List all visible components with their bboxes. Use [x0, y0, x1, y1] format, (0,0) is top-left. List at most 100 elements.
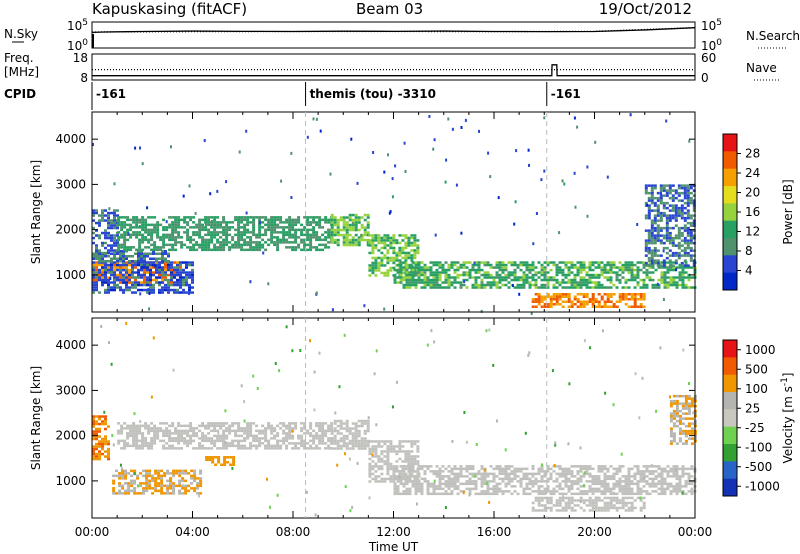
power-cell-7	[525, 273, 529, 277]
power-cell-2	[155, 252, 158, 255]
velocity-cell-7	[564, 506, 568, 510]
power-cell-6	[395, 256, 399, 260]
power-cell-4	[204, 238, 208, 242]
power-cell-6	[371, 249, 375, 252]
power-cell-4	[117, 216, 121, 219]
power-cell-4	[195, 241, 199, 244]
power-cell-5	[366, 243, 370, 247]
velocity-cell-3	[147, 429, 151, 433]
power-cell-7	[636, 283, 640, 287]
power-cell-4	[327, 218, 331, 222]
power-cell-6	[404, 266, 408, 270]
velocity-cell-5	[368, 447, 372, 451]
velocity-cell-3	[246, 434, 250, 438]
velocity-cell-6	[531, 467, 535, 471]
power-cell-6	[416, 239, 420, 242]
velocity-cell-6	[651, 477, 655, 481]
power-cell-0	[125, 266, 128, 269]
power-cell-5	[366, 241, 370, 244]
velocity-cell-0	[95, 442, 98, 446]
power-cell-4	[297, 243, 301, 247]
power-cell-4	[306, 228, 310, 232]
velocity-cell-3	[117, 422, 121, 425]
velocity-cell-3	[300, 437, 304, 440]
velocity-cell-4	[357, 447, 361, 450]
power-cell-7	[588, 286, 592, 289]
velocity-cell-3	[132, 439, 136, 443]
power-cell-6	[389, 236, 393, 240]
power-cell-4	[252, 226, 256, 229]
power-cell-7	[474, 271, 478, 274]
power-cell-4	[264, 216, 268, 219]
power-cell-6	[413, 241, 417, 245]
velocity-cell-3	[213, 422, 217, 425]
power-cell-4	[144, 223, 148, 227]
velocity-cell-1	[148, 469, 152, 473]
power-cell-7	[543, 278, 547, 282]
power-cell-8	[624, 295, 628, 298]
velocity-cell-6	[453, 480, 457, 483]
power-cell-4	[225, 228, 229, 232]
velocity-cell-6	[678, 490, 682, 493]
power-cell-7	[681, 283, 685, 287]
velocity-cell-3	[300, 439, 304, 443]
power-cell-9	[668, 204, 672, 207]
power-cell-4	[303, 246, 307, 249]
power-cell-4	[282, 233, 286, 237]
velocity-cell-6	[618, 482, 622, 486]
power-cell-7	[540, 286, 544, 289]
velocity-cell-6	[678, 477, 682, 481]
velocity-cell-3	[282, 422, 286, 425]
power-cell-7	[636, 261, 640, 264]
power-cell-1	[128, 278, 131, 282]
velocity-cell-6	[522, 490, 526, 493]
power-cell-4	[141, 248, 145, 252]
velocity-cell-6	[402, 492, 406, 496]
velocity-cell-6	[456, 492, 460, 496]
power-cell-7	[483, 276, 487, 279]
velocity-cell-6	[453, 467, 457, 471]
velocity-cell-1	[115, 492, 119, 495]
power-sparse-cell	[455, 183, 458, 187]
power-cell-9	[644, 254, 648, 257]
power-cell-5	[354, 221, 358, 224]
power-cell-4	[219, 221, 223, 224]
velocity-cell-6	[444, 492, 448, 496]
velocity-cell-3	[138, 432, 142, 435]
velocity-cell-6	[402, 465, 406, 468]
power-cell-9	[674, 244, 678, 247]
power-sparse-cell	[391, 195, 394, 199]
velocity-cell-6	[414, 485, 418, 488]
velocity-cell-1	[118, 474, 122, 478]
velocity-cell-1	[139, 472, 143, 475]
power-cell-7	[405, 283, 409, 287]
power-cell-4	[189, 246, 193, 249]
power-cell-7	[624, 266, 628, 269]
power-cell-2	[161, 255, 164, 258]
velocity-cell-6	[525, 472, 529, 476]
velocity-cell-4	[366, 439, 370, 443]
velocity-cell-3	[300, 444, 304, 448]
velocity-cell-3	[288, 427, 292, 430]
power-cell-6	[386, 249, 390, 252]
power-cell-4	[327, 233, 331, 237]
velocity-cell-3	[174, 432, 178, 435]
power-cell-4	[246, 236, 250, 239]
velocity-cell-7	[540, 504, 544, 507]
power-cell-8	[576, 300, 580, 303]
power-sparse-cell	[586, 214, 589, 218]
power-cell-7	[435, 273, 439, 277]
velocity-cell-3	[312, 437, 316, 440]
power-cell-4	[237, 228, 241, 232]
power-cell-4	[141, 238, 145, 242]
velocity-cell-6	[642, 465, 646, 468]
velocity-cell-6	[516, 492, 520, 496]
velocity-cell-5	[410, 445, 414, 448]
power-cell-4	[222, 238, 226, 242]
power-cell-7	[435, 276, 439, 279]
power-cell-7	[429, 281, 433, 284]
power-cell-3	[104, 236, 107, 240]
power-cell-2	[95, 255, 98, 258]
velocity-cell-5	[377, 465, 381, 468]
velocity-cell-6	[648, 465, 652, 468]
